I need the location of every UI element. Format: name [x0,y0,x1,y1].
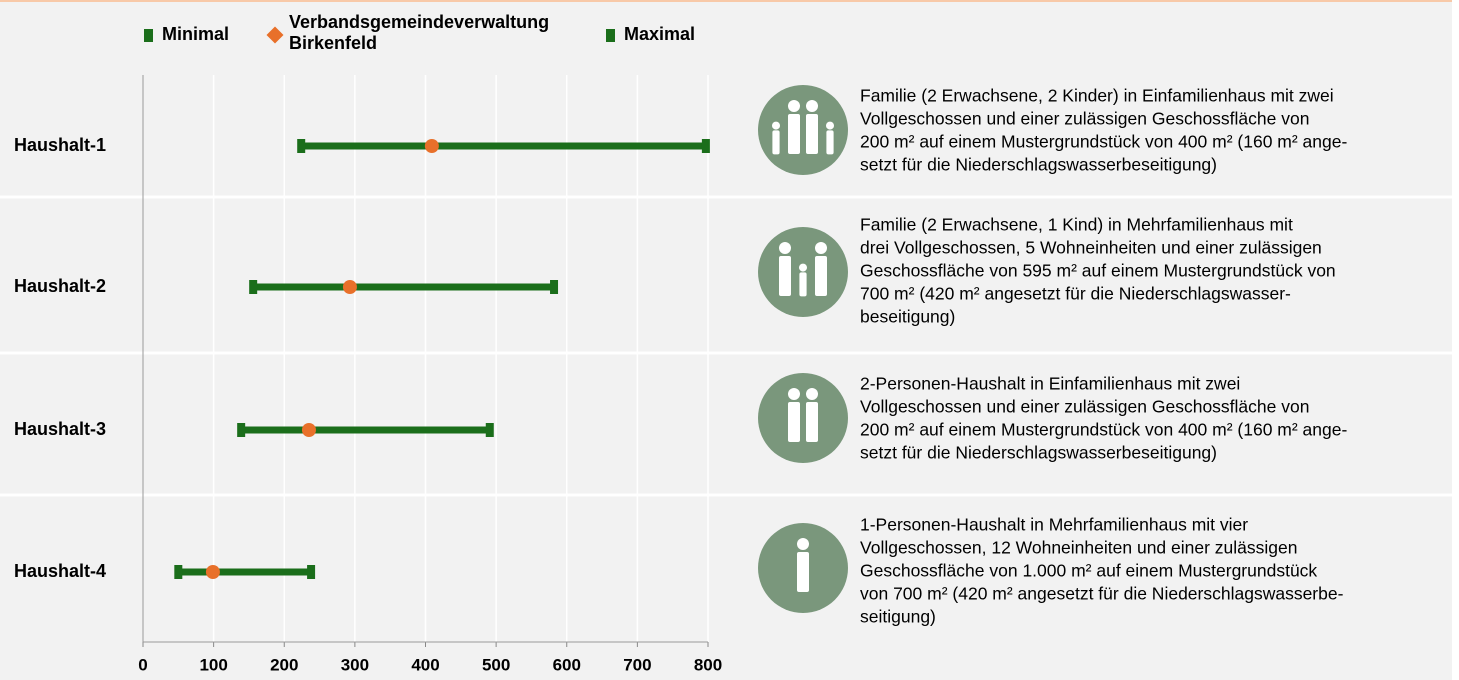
description-line: setzt für die Niederschlagswasserbeseiti… [860,443,1217,463]
value-marker [301,423,316,437]
icon-body [826,130,834,155]
legend-label: Verbandsgemeindeverwaltung Birkenfeld [289,12,550,53]
description-line: Vollgeschossen und einer zulässigen Gesc… [860,397,1309,417]
description-line: Geschossfläche von 595 m² auf einem Must… [860,261,1336,281]
icon-body [788,114,800,154]
icon-body [772,130,780,155]
icon-body [806,402,818,442]
top-border [0,0,1452,2]
x-tick-label: 700 [623,655,651,674]
x-tick-label: 400 [411,655,439,674]
legend-label: Maximal [624,24,696,44]
description-line: beseitigung) [860,307,955,327]
icon-head [826,121,834,130]
y-tick-label: Haushalt-2 [14,276,106,296]
value-marker [205,565,220,579]
x-tick-label: 0 [138,655,147,674]
description-line: seitigung) [860,607,936,627]
x-tick-label: 800 [694,655,722,674]
icon-body [806,114,818,154]
description-line: Familie (2 Erwachsene, 2 Kinder) in Einf… [860,86,1334,106]
description-line: Vollgeschossen und einer zulässigen Gesc… [860,109,1309,129]
legend-entry: Minimal [162,24,230,44]
max-marker [701,139,710,153]
value-marker [342,280,357,294]
description-line: 1-Personen-Haushalt in Mehrfamilienhaus … [860,515,1248,535]
icon-head [797,538,809,550]
description-line: von 700 m² (420 m² angesetzt für die Nie… [860,584,1344,604]
min-marker [174,565,183,579]
description-line: 200 m² auf einem Mustergrundstück von 40… [860,420,1347,440]
description-line: Familie (2 Erwachsene, 1 Kind) in Mehrfa… [860,215,1293,235]
y-tick-label: Haushalt-1 [14,135,106,155]
household-icon [758,373,848,463]
min-marker [237,423,246,437]
household-icon [758,85,848,175]
description-line: 200 m² auf einem Mustergrundstück von 40… [860,132,1347,152]
x-tick-label: 600 [553,655,581,674]
max-marker [307,565,316,579]
icon-body [779,256,791,296]
x-tick-label: 500 [482,655,510,674]
icon-head [788,100,800,112]
min-marker [297,139,306,153]
icon-head [799,263,807,272]
icon-body [788,402,800,442]
y-tick-label: Haushalt-3 [14,419,106,439]
description-line: 2-Personen-Haushalt in Einfamilienhaus m… [860,374,1240,394]
legend-label: Minimal [162,24,230,44]
legend-entry: Verbandsgemeindeverwaltung Birkenfeld [289,12,550,53]
x-tick-label: 200 [270,655,298,674]
description-line: Geschossfläche von 1.000 m² auf einem Mu… [860,561,1317,581]
icon-head [772,121,780,130]
max-marker [485,423,494,437]
description-line: Vollgeschossen, 12 Wohneinheiten und ein… [860,538,1297,558]
y-tick-label: Haushalt-4 [14,561,106,581]
icon-body [815,256,827,296]
value-marker [424,139,439,153]
x-tick-label: 100 [199,655,227,674]
icon-body [797,552,809,592]
max-marker [550,280,559,294]
description-line: drei Vollgeschossen, 5 Wohneinheiten und… [860,238,1322,258]
icon-head [779,242,791,254]
legend-marker [144,29,153,42]
icon-head [788,388,800,400]
icon-head [815,242,827,254]
icon-head [806,100,818,112]
min-marker [249,280,258,294]
icon-body [799,272,807,297]
legend-entry: Maximal [624,24,696,44]
legend-marker [606,29,615,42]
x-tick-label: 300 [341,655,369,674]
description-line: 700 m² (420 m² angesetzt für die Nieders… [860,284,1291,304]
description-line: setzt für die Niederschlagswasserbeseiti… [860,155,1217,175]
icon-head [806,388,818,400]
household-icon [758,227,848,317]
